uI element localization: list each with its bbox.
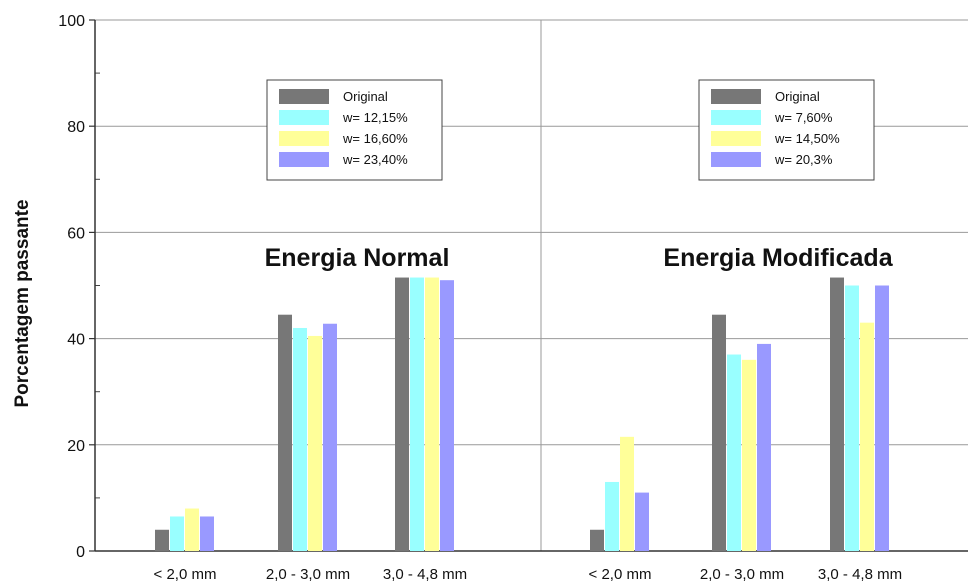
x-tick-label: < 2,0 mm (154, 566, 217, 583)
panel-title: Energia Normal (265, 244, 450, 272)
x-tick-label: 2,0 - 3,0 mm (700, 566, 784, 583)
bar (860, 322, 874, 551)
x-tick-label: 2,0 - 3,0 mm (266, 566, 350, 583)
legend-entry: w= 20,3% (774, 152, 833, 167)
bar (440, 280, 454, 551)
bar (712, 314, 726, 551)
legend-entry: w= 23,40% (342, 152, 408, 167)
bar (323, 323, 337, 551)
legend-entry: w= 7,60% (774, 110, 833, 125)
legend-swatch (279, 152, 329, 167)
legend-entry: w= 16,60% (342, 131, 408, 146)
legend-swatch (711, 89, 761, 104)
legend-entry: w= 12,15% (342, 110, 408, 125)
bar (845, 285, 859, 551)
bar (875, 285, 889, 551)
bar (635, 492, 649, 551)
bar (742, 359, 756, 551)
y-tick-label: 0 (76, 544, 85, 561)
bar (293, 327, 307, 551)
bar (278, 314, 292, 551)
bar (185, 508, 199, 551)
y-tick-label: 60 (67, 225, 85, 242)
legend-swatch (279, 89, 329, 104)
legend-swatch (711, 110, 761, 125)
panel-title: Energia Modificada (663, 244, 893, 272)
bar (757, 343, 771, 551)
legend-swatch (279, 110, 329, 125)
legend-swatch (279, 131, 329, 146)
bar (395, 277, 409, 551)
y-tick-label: 80 (67, 119, 85, 136)
bar (170, 516, 184, 551)
bar (410, 277, 424, 551)
bar (155, 529, 169, 551)
legend-entry: Original (343, 89, 388, 104)
y-tick-label: 100 (58, 13, 85, 30)
x-tick-label: 3,0 - 4,8 mm (818, 566, 902, 583)
bar (727, 354, 741, 551)
bar (425, 277, 439, 551)
y-axis-label: Porcentagem passante (12, 199, 33, 407)
bar (590, 529, 604, 551)
legend-swatch (711, 131, 761, 146)
bar (830, 277, 844, 551)
legend-swatch (711, 152, 761, 167)
x-tick-label: 3,0 - 4,8 mm (383, 566, 467, 583)
bar (200, 516, 214, 551)
legend-entry: w= 14,50% (774, 131, 840, 146)
bar (308, 335, 322, 551)
y-tick-label: 20 (67, 438, 85, 455)
y-tick-label: 40 (67, 332, 85, 349)
bar (620, 436, 634, 551)
bar (605, 481, 619, 551)
legend-entry: Original (775, 89, 820, 104)
x-tick-label: < 2,0 mm (589, 566, 652, 583)
